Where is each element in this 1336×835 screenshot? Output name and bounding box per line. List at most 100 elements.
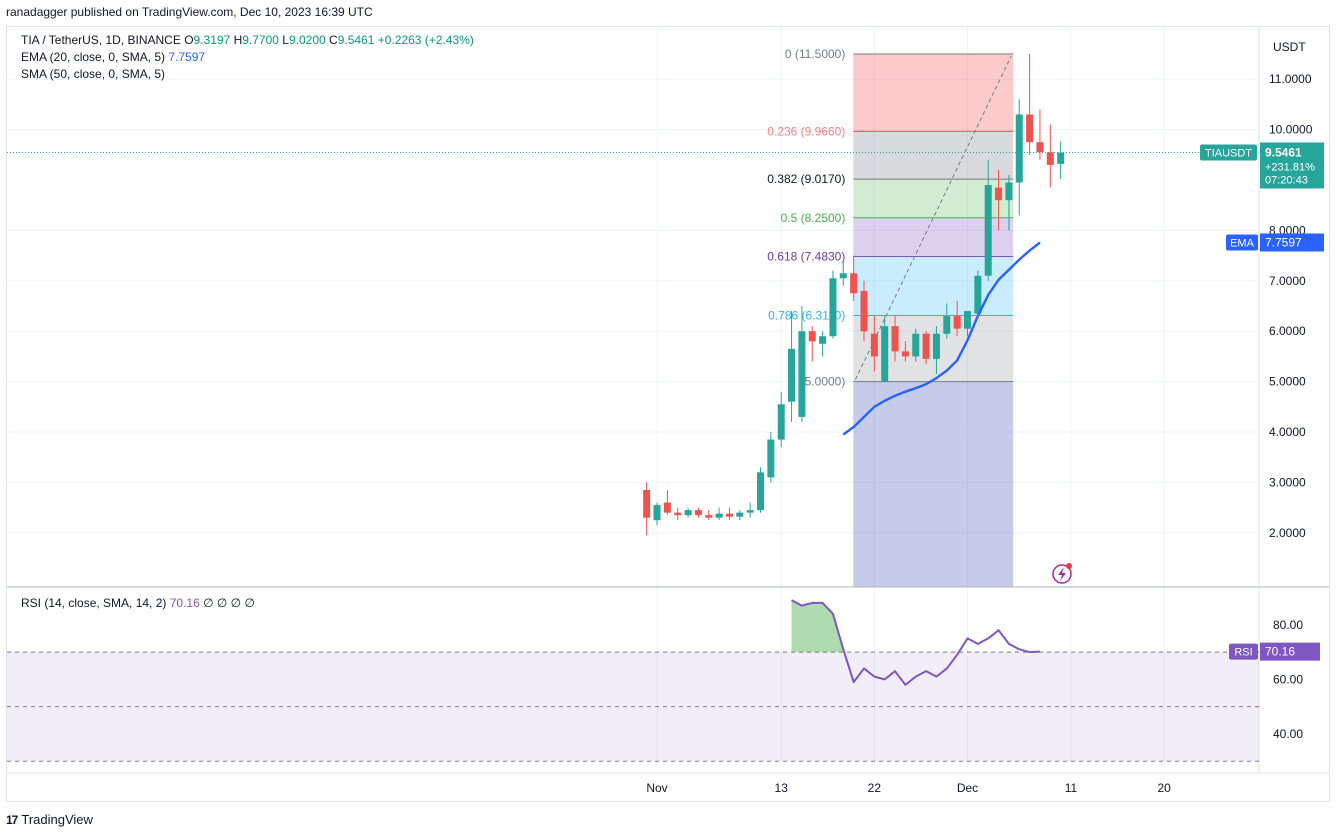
fib-level-label: 0.786 (6.3110) (768, 309, 845, 323)
candle-body (984, 185, 992, 276)
candle (767, 432, 775, 483)
low-value: 9.0200 (288, 33, 326, 47)
ema-line (842, 241, 1041, 436)
close-value: 9.5461 (337, 33, 375, 47)
rsi-tag-value-bg (1260, 642, 1320, 661)
price-tag-bg (1260, 142, 1324, 189)
fib-level-label: 0.236 (9.9660) (767, 124, 845, 138)
price-tick-label: 4.0000 (1269, 425, 1306, 439)
candle (829, 270, 837, 339)
high-value: 9.7700 (242, 33, 279, 47)
symbol-legend[interactable]: TIA / TetherUS, 1D, BINANCE O9.3197 H9.7… (21, 33, 474, 47)
candle-body (694, 510, 702, 516)
candle-body (1026, 114, 1034, 143)
rsi-legend-value: 70.16 (169, 596, 200, 610)
sma-legend[interactable]: SMA (50, close, 0, SMA, 5) (21, 67, 166, 81)
candle (808, 326, 816, 362)
fib-level-label: (5.0000) (801, 375, 846, 389)
candle (850, 255, 858, 301)
candle-body (943, 316, 951, 334)
candle-body (870, 333, 878, 357)
candle (705, 510, 713, 521)
price-tick-label: 3.0000 (1269, 475, 1306, 489)
candle-body (922, 333, 930, 359)
candle-body (964, 311, 971, 329)
candle (932, 326, 940, 375)
candle (663, 489, 671, 516)
price-tick-label: 11.0000 (1269, 72, 1312, 86)
fib-zone (853, 54, 1014, 132)
lightning-icon-dot (1066, 563, 1072, 569)
time-tick-label: 11 (1065, 781, 1078, 795)
candle-body (777, 404, 785, 440)
candle (901, 341, 909, 362)
ema-tag-label: EMA (1230, 237, 1255, 249)
candle-body (1015, 114, 1023, 183)
candle (964, 311, 971, 337)
candle (984, 159, 992, 281)
candle (881, 316, 889, 382)
ema-tag-label-bg (1226, 234, 1258, 251)
rsi-tick-label: 80.00 (1273, 618, 1303, 632)
candle-body (839, 273, 847, 279)
candle (694, 507, 702, 518)
open-value: 9.3197 (193, 33, 231, 47)
fib-zone (853, 131, 1014, 180)
ema-tag-value: 7.7597 (1265, 235, 1302, 249)
time-axis: Nov 13 22 Dec 11 20 (646, 781, 1171, 795)
rsi-tag: RSI 70.16 (1229, 642, 1320, 661)
last-price-tag: TIAUSDT 9.5461 +231.81%07:20:43 (1200, 142, 1324, 189)
candle (725, 507, 733, 521)
candle-body (757, 472, 764, 511)
candle-body (829, 278, 837, 337)
candle-body (798, 331, 806, 417)
candle-body (736, 512, 744, 517)
candle-body (881, 326, 889, 382)
candle-body (725, 513, 733, 517)
candles (643, 54, 1065, 536)
candle (953, 300, 961, 337)
candle-body (715, 513, 723, 518)
candle (788, 311, 796, 422)
candle (1026, 54, 1034, 155)
candle (715, 507, 723, 521)
rsi-tag-label: RSI (1234, 647, 1252, 659)
candle (746, 502, 754, 518)
candle (974, 270, 982, 317)
candle (870, 316, 878, 372)
price-tag-change: +231.81% (1265, 161, 1315, 173)
price-tick-label: 5.0000 (1269, 375, 1306, 389)
candle-body (891, 326, 899, 352)
symbol-tag-bg (1200, 144, 1257, 161)
candle (860, 280, 868, 342)
candle-body (808, 331, 816, 342)
candle-body (767, 439, 775, 478)
tradingview-footer[interactable]: 17 TradingView (6, 812, 93, 827)
currency-label: USDT (1273, 40, 1306, 54)
rsi-tick-label: 40.00 (1273, 727, 1303, 741)
ema-legend[interactable]: EMA (20, close, 0, SMA, 5) 7.7597 (21, 50, 206, 64)
candle-body (932, 333, 940, 359)
candle-body (819, 336, 827, 344)
fib-trend-line (854, 55, 1012, 380)
rsi-tick-label: 60.00 (1273, 672, 1303, 686)
candle-body (1057, 152, 1065, 164)
symbol-tag-text: TIAUSDT (1205, 147, 1252, 159)
candle-body (953, 316, 961, 329)
ema-tag-value-bg (1260, 233, 1324, 252)
candle (777, 391, 785, 448)
time-tick-label: Nov (646, 781, 667, 795)
candlestick-chart[interactable]: 0 (11.5000) 0.236 (9.9660) 0.382 (9.0170) 0… (7, 27, 1329, 801)
candle (1046, 124, 1054, 188)
price-tick-label: 6.0000 (1269, 324, 1306, 338)
candle-body (901, 351, 909, 357)
footer-brand: TradingView (21, 812, 93, 827)
price-axis: USDT11.000010.00008.00007.00006.00005.00… (1269, 40, 1313, 741)
price-tick-label: 2.0000 (1269, 526, 1306, 540)
candle (757, 467, 764, 513)
candle (1005, 174, 1013, 231)
chart-frame: 0 (11.5000) 0.236 (9.9660) 0.382 (9.0170) 0… (6, 26, 1330, 802)
rsi-legend[interactable]: RSI (14, close, SMA, 14, 2) 70.16 ∅ ∅ ∅ … (21, 596, 255, 610)
time-tick-label: 22 (868, 781, 882, 795)
candle (684, 507, 692, 518)
